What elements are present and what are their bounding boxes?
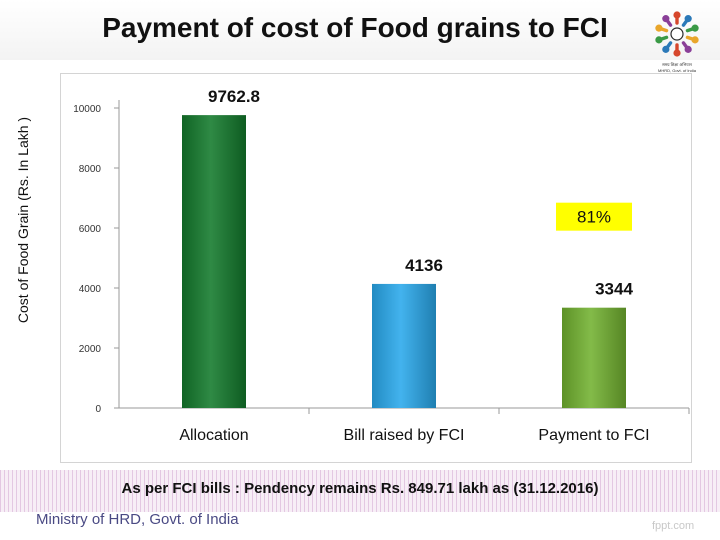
logo-figure-body (681, 16, 690, 27)
logo-figure-body (657, 26, 669, 33)
bar-value-label: 9762.8 (208, 87, 260, 106)
logo-figure-body (657, 35, 669, 42)
y-tick-label: 2000 (79, 344, 102, 355)
logo-caption-hindi: समग्र शिक्षा अभियान (662, 62, 692, 67)
bar-value-label: 3344 (595, 280, 633, 299)
logo-figure-body (664, 41, 673, 52)
logo-caption-english: MHRD, Govt. of India (657, 68, 696, 73)
bar (182, 115, 246, 408)
ssa-logo-emblem-icon (655, 11, 699, 57)
bar (562, 307, 626, 408)
x-category-label: Payment to FCI (538, 427, 649, 444)
y-axis-label: Cost of Food Grain (Rs. In Lakh ) (15, 116, 31, 324)
bar (372, 283, 436, 408)
bar-value-label: 4136 (405, 256, 443, 275)
annotation-box (556, 202, 632, 231)
ministry-label: Ministry of HRD, Govt. of India (36, 511, 239, 528)
y-tick-label: 8000 (79, 164, 102, 175)
pendency-note: As per FCI bills : Pendency remains Rs. … (121, 480, 599, 497)
bar-chart: 0 2000 4000 6000 8000 10000 9762.8 Allocation 41… (73, 87, 690, 444)
title-band (0, 0, 720, 60)
logo-center-ring (670, 27, 684, 41)
y-tick-label: 6000 (79, 224, 102, 235)
footer-band: As per FCI bills : Pendency remains Rs. … (0, 470, 720, 512)
y-tick-label: 10000 (73, 104, 101, 115)
chart-area: 0 2000 4000 6000 8000 10000 9762.8 Allocation 41… (60, 73, 692, 463)
y-tick-label: 4000 (79, 284, 102, 295)
x-category-label: Bill raised by FCI (344, 427, 465, 444)
y-tick-label: 0 (95, 404, 101, 415)
x-category-label: Allocation (179, 427, 248, 444)
slide-title: Payment of cost of Food grains to FCI (102, 12, 608, 43)
logo-figure-body (681, 41, 690, 52)
annotation-label: 81% (577, 208, 611, 227)
logo-figure-body (685, 26, 697, 33)
logo-figure-body (685, 35, 697, 42)
ssa-logo: समग्र शिक्षा अभियान MHRD, Govt. of India (648, 8, 706, 76)
logo-figure-body (664, 16, 673, 27)
watermark: fppt.com (652, 520, 695, 532)
